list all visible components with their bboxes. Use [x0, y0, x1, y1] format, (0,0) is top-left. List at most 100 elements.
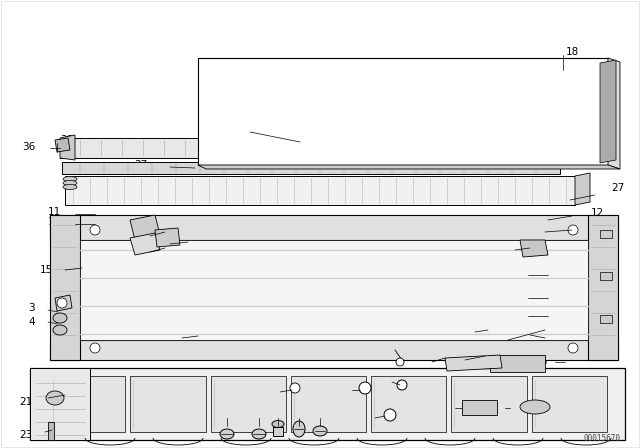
Circle shape	[568, 343, 578, 353]
Text: 36: 36	[22, 142, 35, 152]
Circle shape	[395, 141, 405, 151]
Ellipse shape	[53, 325, 67, 335]
Text: 24: 24	[220, 404, 234, 414]
Text: 16: 16	[349, 415, 362, 425]
Text: 30: 30	[292, 404, 305, 414]
Ellipse shape	[46, 391, 64, 405]
Polygon shape	[590, 135, 605, 160]
Text: 26: 26	[116, 249, 129, 259]
Polygon shape	[532, 376, 607, 432]
Polygon shape	[445, 355, 502, 371]
Text: 5: 5	[444, 403, 450, 413]
Circle shape	[57, 298, 67, 308]
Text: 1: 1	[560, 315, 566, 325]
Bar	[600, 230, 612, 238]
Polygon shape	[198, 165, 620, 169]
Text: 14: 14	[591, 223, 604, 233]
Polygon shape	[198, 58, 608, 165]
Text: 13: 13	[48, 217, 61, 227]
Text: 34: 34	[201, 235, 214, 245]
Text: 17: 17	[217, 123, 230, 133]
Circle shape	[90, 225, 100, 235]
Text: 20: 20	[560, 340, 573, 350]
Text: 29: 29	[252, 404, 266, 414]
Text: 23: 23	[19, 430, 32, 440]
Ellipse shape	[63, 181, 77, 185]
Text: 4: 4	[28, 317, 35, 327]
Text: 8: 8	[260, 390, 267, 400]
Ellipse shape	[252, 429, 266, 439]
Polygon shape	[50, 340, 618, 360]
Polygon shape	[520, 240, 548, 257]
Text: 5: 5	[476, 402, 482, 412]
Circle shape	[568, 225, 578, 235]
Text: 2: 2	[378, 373, 384, 383]
Polygon shape	[131, 376, 205, 432]
Polygon shape	[55, 295, 72, 311]
Polygon shape	[48, 422, 54, 440]
Bar	[600, 272, 612, 280]
Polygon shape	[55, 138, 70, 152]
Text: 31: 31	[271, 404, 285, 414]
Ellipse shape	[313, 426, 327, 436]
Polygon shape	[80, 240, 588, 340]
Text: 19: 19	[560, 293, 573, 303]
Polygon shape	[130, 215, 160, 240]
Polygon shape	[211, 376, 286, 432]
Circle shape	[384, 409, 396, 421]
Polygon shape	[371, 376, 447, 432]
Polygon shape	[575, 173, 590, 205]
Ellipse shape	[63, 177, 77, 181]
Polygon shape	[600, 60, 616, 163]
Text: 6: 6	[335, 385, 342, 395]
Text: 9: 9	[560, 270, 566, 280]
Polygon shape	[60, 135, 75, 160]
Polygon shape	[291, 376, 366, 432]
Polygon shape	[30, 368, 90, 440]
Ellipse shape	[293, 421, 305, 437]
Text: 3: 3	[28, 303, 35, 313]
Bar	[600, 315, 612, 323]
Text: 12: 12	[591, 208, 604, 218]
Text: 33: 33	[464, 350, 477, 360]
Polygon shape	[273, 427, 283, 436]
Text: 22: 22	[503, 323, 516, 333]
Text: 21: 21	[19, 397, 32, 407]
Text: 32: 32	[314, 404, 326, 414]
Text: 35: 35	[152, 333, 165, 343]
Text: 15: 15	[40, 265, 53, 275]
Text: 27: 27	[611, 183, 624, 193]
Polygon shape	[50, 215, 80, 360]
Polygon shape	[608, 58, 620, 169]
Polygon shape	[462, 400, 497, 415]
Text: 10: 10	[544, 238, 557, 248]
Text: 11: 11	[48, 207, 61, 217]
Text: 37: 37	[134, 160, 147, 170]
Polygon shape	[62, 162, 560, 174]
Ellipse shape	[63, 185, 77, 190]
Text: 00015670: 00015670	[583, 434, 620, 443]
Ellipse shape	[272, 421, 284, 427]
Polygon shape	[588, 215, 618, 360]
Circle shape	[359, 382, 371, 394]
Polygon shape	[50, 215, 618, 240]
Text: 7: 7	[571, 313, 578, 323]
Polygon shape	[60, 138, 590, 158]
Polygon shape	[490, 355, 545, 372]
Polygon shape	[155, 228, 180, 247]
Text: 25: 25	[497, 347, 510, 357]
Text: 38: 38	[60, 135, 73, 145]
Polygon shape	[451, 376, 527, 432]
Circle shape	[396, 358, 404, 366]
Circle shape	[290, 383, 300, 393]
Polygon shape	[50, 376, 125, 432]
Polygon shape	[130, 233, 160, 255]
Text: 27: 27	[116, 233, 129, 243]
Polygon shape	[65, 176, 575, 205]
Circle shape	[90, 343, 100, 353]
Ellipse shape	[220, 429, 234, 439]
Ellipse shape	[53, 313, 67, 323]
Circle shape	[594, 142, 606, 154]
Text: 28: 28	[523, 403, 536, 413]
Text: 36: 36	[534, 357, 547, 367]
